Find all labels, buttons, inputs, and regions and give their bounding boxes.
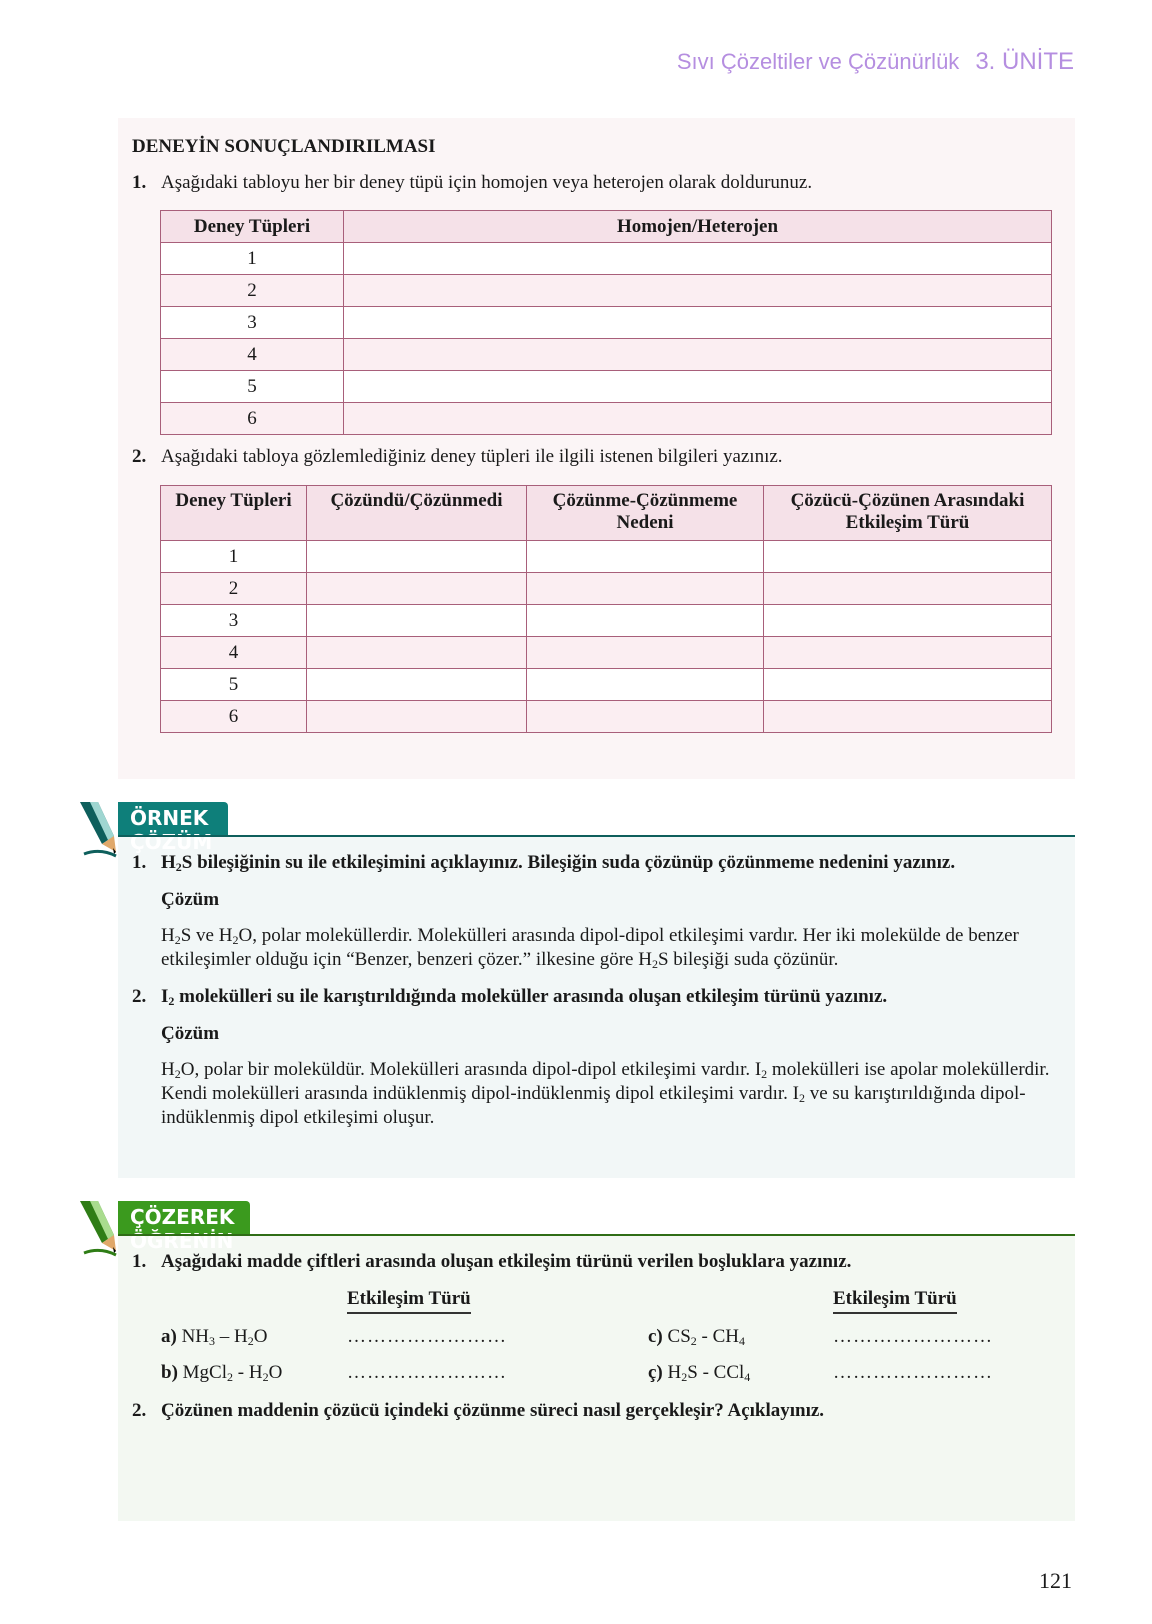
table-row: 5	[160, 668, 1052, 701]
answer-cell[interactable]	[343, 242, 1052, 275]
running-header: Sıvı Çözeltiler ve Çözünürlük 3. ÜNİTE	[677, 48, 1074, 76]
practice-question-2: 2. Çözünen maddenin çözücü içindeki çözün…	[132, 1400, 825, 1421]
blank-c-cedilla[interactable]: ……………………	[833, 1362, 993, 1383]
answer-cell[interactable]	[306, 700, 527, 733]
answer-cell[interactable]	[763, 604, 1052, 637]
example-question-1: 1. H2S bileşiğinin su ile etkileşimini aç…	[132, 852, 956, 874]
answer-cell[interactable]	[526, 540, 764, 573]
divider	[118, 1234, 1075, 1236]
answer-cell[interactable]	[343, 338, 1052, 371]
answer-cell[interactable]	[526, 636, 764, 669]
answer-cell[interactable]	[343, 402, 1052, 435]
answer-cell[interactable]	[763, 636, 1052, 669]
chapter-title: Sıvı Çözeltiler ve Çözünürlük	[676, 49, 960, 74]
answer-cell[interactable]	[763, 572, 1052, 605]
example-solution-panel	[118, 835, 1075, 1178]
solution-text: H2O, polar bir moleküldür. Molekülleri a…	[161, 1059, 1050, 1128]
pair-c: c) CS2 - CH4	[648, 1326, 745, 1348]
table-row: 4	[160, 636, 1052, 669]
practice-question-1: 1. Aşağıdaki madde çiftleri arasında oluş…	[132, 1251, 852, 1272]
answer-cell[interactable]	[763, 668, 1052, 701]
page-number: 121	[1039, 1568, 1072, 1593]
solution-text: H2S ve H2O, polar moleküllerdir. Molekül…	[161, 925, 1019, 971]
table-row: 5	[160, 370, 1052, 403]
column-header: Etkileşim Türü	[347, 1288, 471, 1314]
answer-cell[interactable]	[526, 700, 764, 733]
blank-a[interactable]: ……………………	[347, 1326, 507, 1347]
table-row: 4	[160, 338, 1052, 371]
table-row: 1	[160, 242, 1052, 275]
pair-b: b) MgCl2 - H2O	[161, 1362, 283, 1384]
answer-cell[interactable]	[306, 572, 527, 605]
answer-cell[interactable]	[306, 636, 527, 669]
answer-cell[interactable]	[306, 604, 527, 637]
table-row: 3	[160, 306, 1052, 339]
table-row: 6	[160, 402, 1052, 435]
unit-label: 3. ÜNİTE	[975, 48, 1074, 75]
blank-b[interactable]: ……………………	[347, 1362, 507, 1383]
table-row: 2	[160, 274, 1052, 307]
solution-label: Çözüm	[161, 889, 220, 910]
table-row: 3	[160, 604, 1052, 637]
answer-cell[interactable]	[343, 306, 1052, 339]
blank-c[interactable]: ……………………	[833, 1326, 993, 1347]
answer-cell[interactable]	[306, 540, 527, 573]
answer-cell[interactable]	[763, 540, 1052, 573]
answer-cell[interactable]	[343, 274, 1052, 307]
example-question-2: 2. I2 molekülleri su ile karıştırıldığınd…	[132, 986, 888, 1008]
table-observations: Deney Tüpleri Çözündü/Çözünmedi Çözünme-Çö…	[160, 485, 1052, 733]
table-row: 6	[160, 700, 1052, 733]
solution-label: Çözüm	[161, 1023, 220, 1044]
question-2: 2. Aşağıdaki tabloya gözlemlediğiniz dene…	[132, 446, 783, 467]
answer-cell[interactable]	[763, 700, 1052, 733]
pair-c-cedilla: ç) H2S - CCl4	[648, 1362, 751, 1384]
table-row: 1	[160, 540, 1052, 573]
divider	[118, 835, 1075, 837]
question-1: 1. Aşağıdaki tabloyu her bir deney tüpü i…	[132, 172, 813, 193]
answer-cell[interactable]	[306, 668, 527, 701]
table-row: 2	[160, 572, 1052, 605]
answer-cell[interactable]	[526, 604, 764, 637]
column-header: Etkileşim Türü	[833, 1288, 957, 1314]
pair-a: a) NH3 – H2O	[161, 1326, 268, 1348]
practice-panel	[118, 1234, 1075, 1521]
section-title: DENEYİN SONUÇLANDIRILMASI	[132, 136, 436, 157]
answer-cell[interactable]	[526, 572, 764, 605]
table-homojen-heterojen: Deney Tüpleri Homojen/Heterojen 1 2 3 4 5…	[160, 210, 1052, 435]
answer-cell[interactable]	[343, 370, 1052, 403]
pencil-icon	[80, 1201, 117, 1257]
pencil-icon	[80, 802, 117, 858]
answer-cell[interactable]	[526, 668, 764, 701]
